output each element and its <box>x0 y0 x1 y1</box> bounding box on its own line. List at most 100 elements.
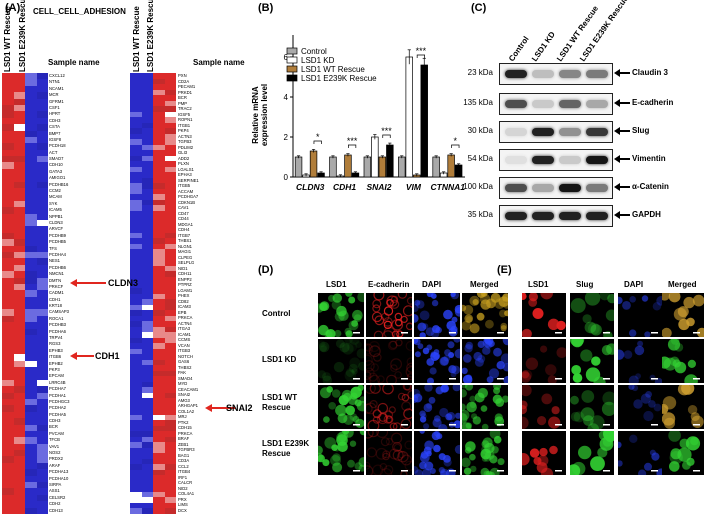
heatmap-cell <box>36 271 48 278</box>
legend-label: Control <box>301 47 327 56</box>
panel-d-micrograph <box>414 385 460 429</box>
heatmap-cell <box>130 155 142 162</box>
heatmap-cell <box>25 92 37 99</box>
heatmap-cell <box>13 462 25 470</box>
blot-arrow-icon <box>614 99 630 107</box>
heatmap-cell <box>130 95 142 101</box>
heatmap-cell <box>25 156 37 163</box>
heatmap-cell <box>153 161 165 167</box>
heatmap-cell <box>164 359 176 366</box>
panel-e-micrograph <box>522 431 566 475</box>
heatmap-cell <box>153 271 165 278</box>
heatmap-cell <box>13 143 25 150</box>
heatmap-gene-label: PRKCF <box>49 283 64 289</box>
micrograph-image <box>618 385 662 429</box>
heatmap-cell <box>130 376 142 382</box>
panel-e-col-label: Merged <box>668 280 697 289</box>
heatmap-cell <box>130 276 142 283</box>
heatmap-gene-label: BCR <box>49 424 58 430</box>
heatmap-cell <box>164 425 176 432</box>
heatmap-gene-label: VCAN <box>178 342 190 348</box>
heatmap-cell <box>2 207 14 214</box>
heatmap-cell <box>25 437 37 444</box>
heatmap-cell <box>164 293 176 300</box>
micrograph-image <box>462 385 508 429</box>
heatmap-gene-label: CCMS <box>178 337 191 342</box>
heatmap-cell <box>25 188 37 195</box>
heatmap-cell <box>36 303 48 310</box>
heatmap-cell <box>164 403 176 410</box>
heatmap-cell <box>130 425 142 432</box>
blot-band <box>505 70 527 78</box>
heatmap-cell <box>141 95 153 101</box>
heatmap-cell <box>164 354 176 360</box>
micrograph-image <box>570 385 614 429</box>
heatmap-gene-label: LRRC4B <box>49 379 66 385</box>
y-tick-label: 0 <box>284 173 289 182</box>
heatmap-cell <box>164 89 176 96</box>
heatmap-cell <box>2 354 14 361</box>
heatmap-cell <box>164 508 176 515</box>
heatmap-cell <box>2 264 14 272</box>
heatmap-cell <box>164 299 176 305</box>
heatmap-cell <box>164 497 176 504</box>
heatmap-cell <box>13 494 25 502</box>
heatmap-cell <box>13 92 25 99</box>
blot-band <box>532 156 554 164</box>
heatmap-cell <box>36 213 48 221</box>
heatmap-cell <box>2 475 14 483</box>
blot-protein-label: Vimentin <box>632 154 666 163</box>
heatmap-cell <box>2 194 14 202</box>
heatmap-cell <box>141 370 153 377</box>
heatmap-cell <box>2 418 14 425</box>
heatmap-cell <box>153 447 165 454</box>
bar <box>398 156 406 178</box>
heatmap-cell <box>2 424 14 432</box>
micrograph-image <box>462 431 508 475</box>
heatmap-cell <box>130 359 142 366</box>
heatmap-cell <box>13 411 25 419</box>
heatmap-cell <box>2 92 14 99</box>
heatmap-cell <box>153 287 165 294</box>
heatmap-cell <box>36 322 48 329</box>
heatmap-cell <box>153 370 165 377</box>
heatmap-gene-label: CXCL12 <box>49 73 65 78</box>
heatmap-cell <box>130 299 142 305</box>
heatmap-cell <box>2 290 14 297</box>
heatmap-gene-label: PKP4 <box>178 128 189 133</box>
y-tick-label: 6 <box>284 53 289 62</box>
panel-e-micrograph <box>570 385 614 429</box>
heatmap-gene-label: NLGN1 <box>178 243 192 249</box>
x-tick-label: VIM <box>406 182 422 192</box>
blot-band <box>532 100 554 108</box>
heatmap-cell <box>164 238 176 245</box>
heatmap-cell <box>153 502 165 509</box>
heatmap-cell <box>141 414 153 421</box>
heatmap-cell <box>36 79 48 87</box>
heatmap-gene-label: CDH1 <box>49 296 61 302</box>
heatmap-cell <box>2 494 14 502</box>
heatmap-gene-label: CDH15 <box>178 425 192 430</box>
heatmap-cell <box>153 480 165 487</box>
heatmap-cell <box>2 149 14 157</box>
heatmap-cell <box>141 398 153 405</box>
blot-kda-label: 23 kDa <box>467 68 493 77</box>
heatmap-gene-label: COL4A1 <box>178 491 195 496</box>
heatmap-cell <box>130 287 142 294</box>
heatmap-cell <box>36 373 48 381</box>
blot-protein-label: Slug <box>632 126 650 135</box>
panel-e-micrograph <box>522 339 566 383</box>
heatmap-right-col-1: LSD1 WT Rescue <box>132 6 141 72</box>
heatmap-cell <box>130 128 142 134</box>
heatmap-cell <box>25 507 37 515</box>
heatmap-cell <box>141 464 153 471</box>
heatmap-cell <box>164 321 176 327</box>
blot-lane-label: LSD1 KD <box>530 29 558 64</box>
heatmap-cell <box>13 162 25 170</box>
heatmap-gene-label: CSTA <box>49 124 60 130</box>
blot-lane-label: LSD1 E239K Rescue <box>578 0 631 64</box>
heatmap-cell <box>2 462 14 470</box>
heatmap-cell <box>153 260 165 267</box>
heatmap-gene-label: TFS <box>49 245 57 251</box>
heatmap-cell <box>141 287 153 294</box>
